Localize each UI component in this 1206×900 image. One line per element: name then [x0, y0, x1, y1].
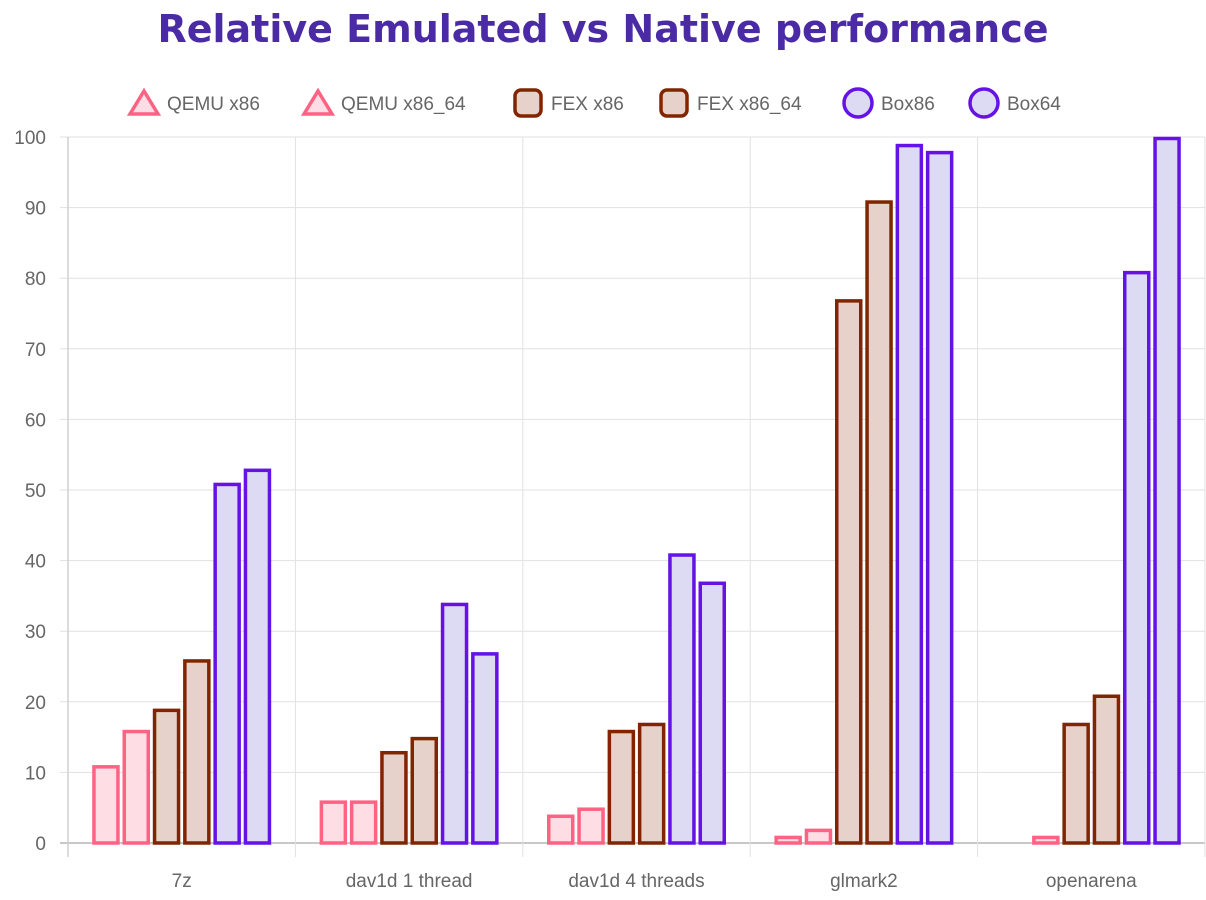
bar-fex-x86 — [1062, 722, 1090, 845]
bar-fex-x86-64 — [1092, 694, 1121, 845]
bars — [92, 136, 1181, 845]
bar-fex-x86-64 — [865, 200, 893, 845]
legend: QEMU x86 QEMU x86_64 FEX x86 FEX x86_64 Box8… — [126, 87, 1061, 119]
bar-fex-x86 — [607, 729, 636, 845]
circle-legend-icon — [968, 87, 1000, 119]
circle-legend-icon — [842, 87, 874, 119]
y-tick-label: 60 — [25, 410, 46, 431]
bar-qemu-x86 — [319, 800, 348, 845]
bar-qemu-x86 — [547, 814, 575, 845]
bar-box64 — [698, 581, 726, 845]
y-tick-label: 80 — [25, 269, 46, 290]
bar-box86 — [668, 553, 696, 845]
y-tick-label: 10 — [25, 763, 46, 784]
bar-box86 — [895, 143, 924, 845]
x-tick-label: glmark2 — [830, 871, 898, 892]
bar-qemu-x86-64 — [349, 800, 378, 845]
x-tick-label: dav1d 4 threads — [568, 871, 704, 892]
y-tick-label: 90 — [25, 199, 46, 220]
bar-box64 — [925, 150, 954, 845]
legend-label: QEMU x86 — [167, 94, 260, 115]
bar-fex-x86-64 — [637, 722, 666, 845]
bar-box86 — [213, 482, 241, 845]
bar-qemu-x86-64 — [577, 807, 605, 845]
bar-fex-x86 — [380, 750, 408, 845]
bar-box86 — [440, 602, 469, 845]
bar-box86 — [1123, 270, 1151, 845]
rounded-square-legend-icon — [513, 88, 543, 118]
axes: 0 10 20 30 40 50 60 70 80 90 100 7z dav1d 1 thread da… — [14, 128, 1137, 892]
legend-label: QEMU x86_64 — [341, 94, 466, 115]
legend-label: Box64 — [1007, 94, 1061, 115]
bar-qemu-x86-64 — [804, 828, 833, 845]
triangle-legend-icon — [300, 87, 336, 116]
x-tick-label: openarena — [1046, 871, 1137, 892]
legend-label: FEX x86_64 — [697, 94, 802, 115]
triangle-legend-icon — [126, 87, 162, 116]
y-tick-label: 20 — [25, 693, 46, 714]
bar-fex-x86-64 — [183, 659, 211, 845]
bar-fex-x86-64 — [410, 736, 438, 845]
chart-title: Relative Emulated vs Native performance — [157, 7, 1048, 51]
legend-label: FEX x86 — [551, 94, 624, 115]
bar-qemu-x86 — [92, 765, 120, 845]
rounded-square-legend-icon — [659, 88, 689, 118]
y-tick-label: 70 — [25, 340, 46, 361]
bar-box64 — [471, 652, 499, 845]
y-tick-label: 0 — [35, 834, 46, 855]
y-tick-label: 50 — [25, 481, 46, 502]
x-tick-label: dav1d 1 thread — [346, 871, 473, 892]
bar-box64 — [1153, 136, 1181, 845]
y-tick-label: 30 — [25, 622, 46, 643]
legend-label: Box86 — [881, 94, 935, 115]
bar-qemu-x86 — [774, 835, 802, 845]
bar-qemu-x86-64 — [122, 729, 150, 845]
x-tick-label: 7z — [172, 871, 192, 892]
bar-fex-x86 — [152, 708, 181, 845]
bar-fex-x86 — [835, 299, 863, 845]
bar-box64 — [243, 468, 272, 845]
y-tick-label: 40 — [25, 552, 46, 573]
bar-qemu-x86-64 — [1032, 835, 1060, 845]
y-tick-label: 100 — [14, 128, 46, 149]
